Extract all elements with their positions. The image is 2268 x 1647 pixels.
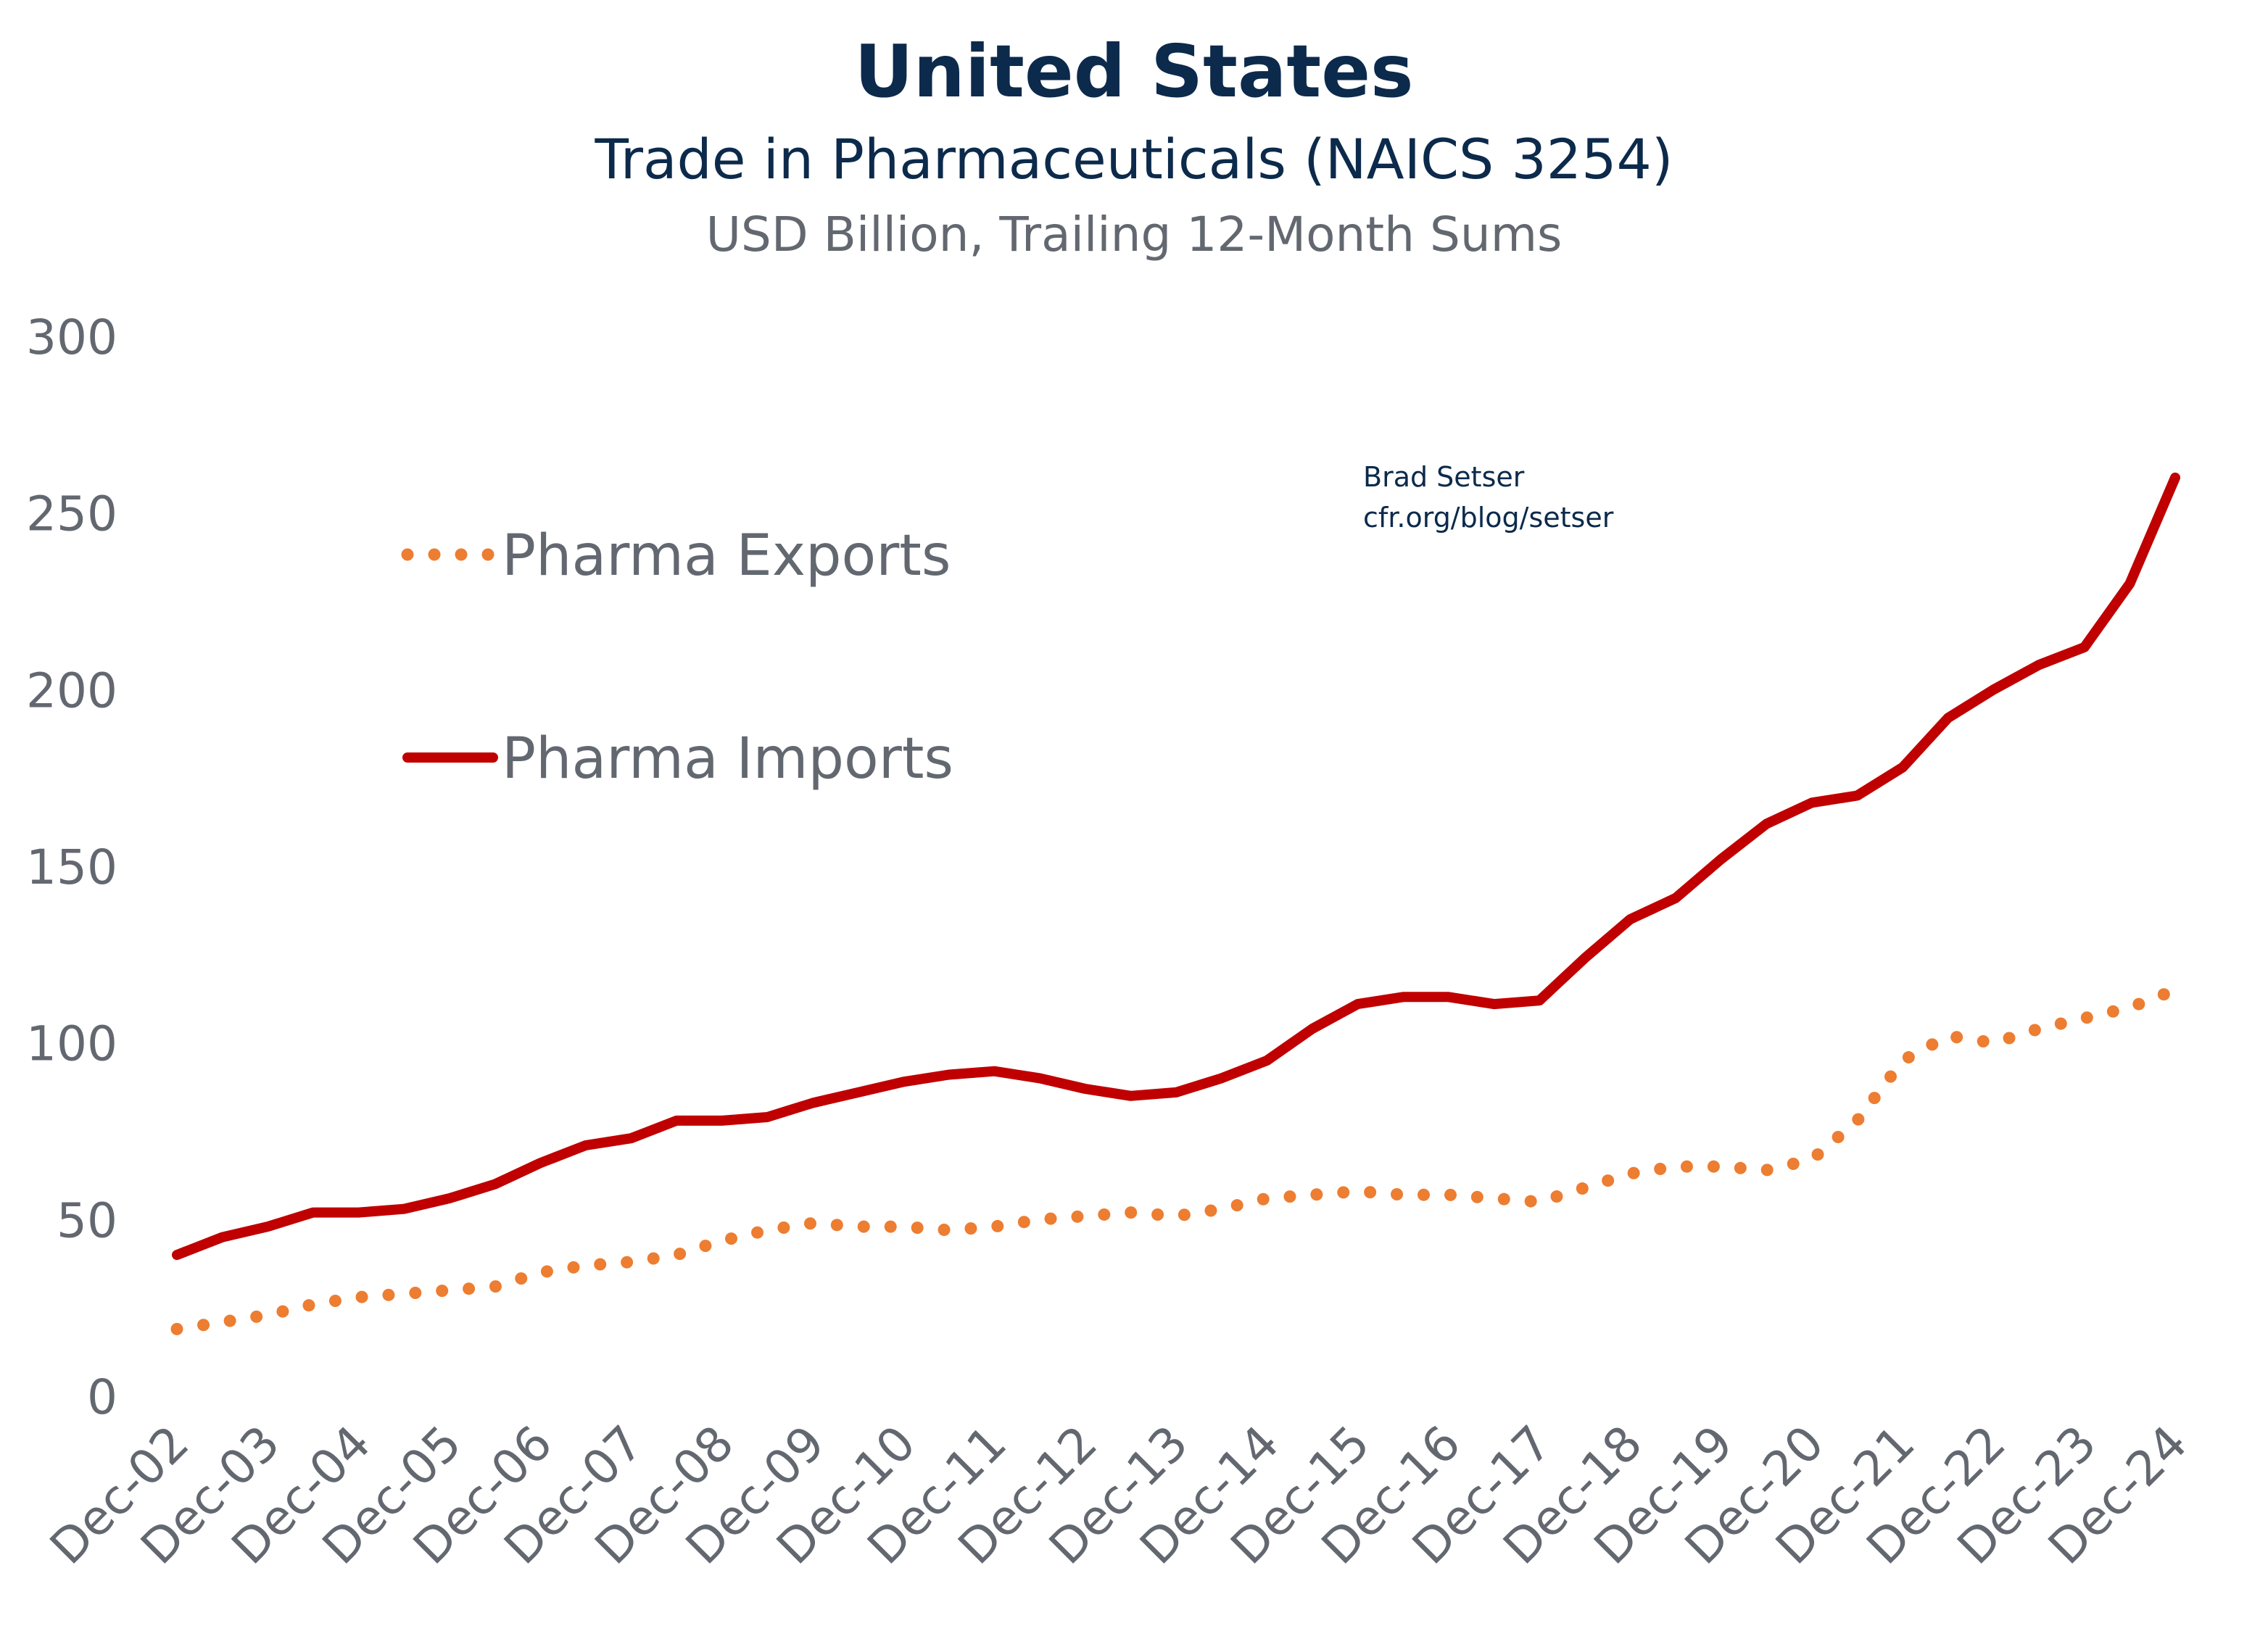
y-tick-label: 300	[26, 310, 117, 365]
y-tick-label: 250	[26, 486, 117, 542]
y-tick-label: 200	[26, 663, 117, 718]
y-tick-label: 100	[26, 1016, 117, 1072]
chart-title: United States	[854, 29, 1414, 114]
legend-label: Pharma Imports	[502, 726, 953, 792]
y-axis: 0 50 100 150 200 250 300	[26, 310, 117, 1425]
y-tick-label: 0	[87, 1369, 117, 1425]
credit-name: Brad Setser	[1363, 461, 1525, 493]
x-axis: Dec-02Dec-03Dec-04Dec-05Dec-06Dec-07Dec-…	[39, 1415, 2198, 1575]
chart-units: USD Billion, Trailing 12-Month Sums	[705, 207, 1563, 262]
series-line-pharma-exports	[170, 984, 2182, 1335]
chart-subtitle: Trade in Pharmaceuticals (NAICS 3254)	[595, 127, 1673, 191]
y-tick-label: 50	[57, 1192, 117, 1248]
credit-url: cfr.org/blog/setser	[1363, 502, 1614, 534]
series-line-pharma-imports	[172, 472, 2180, 1261]
author-credit: Brad Setser cfr.org/blog/setser	[1363, 457, 1613, 538]
y-tick-label: 150	[26, 839, 117, 895]
legend: Pharma Exports Pharma Imports	[401, 523, 953, 792]
series-lines	[170, 472, 2182, 1335]
legend-label: Pharma Exports	[502, 523, 951, 589]
